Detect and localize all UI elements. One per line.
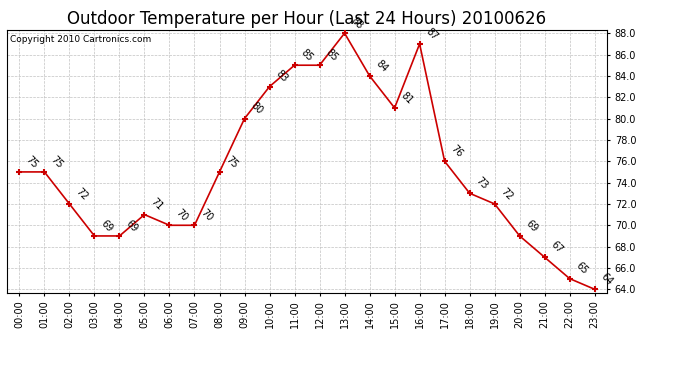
Text: 83: 83 bbox=[274, 69, 289, 84]
Text: 64: 64 bbox=[599, 272, 615, 287]
Text: 88: 88 bbox=[348, 15, 364, 31]
Text: 72: 72 bbox=[74, 186, 90, 202]
Text: Copyright 2010 Cartronics.com: Copyright 2010 Cartronics.com bbox=[10, 35, 151, 44]
Text: 71: 71 bbox=[148, 196, 164, 212]
Text: 69: 69 bbox=[124, 218, 139, 234]
Text: 69: 69 bbox=[524, 218, 540, 234]
Text: 65: 65 bbox=[574, 261, 590, 276]
Text: 81: 81 bbox=[399, 90, 415, 106]
Title: Outdoor Temperature per Hour (Last 24 Hours) 20100626: Outdoor Temperature per Hour (Last 24 Ho… bbox=[68, 10, 546, 28]
Text: 76: 76 bbox=[448, 143, 464, 159]
Text: 72: 72 bbox=[499, 186, 515, 202]
Text: 75: 75 bbox=[224, 154, 239, 170]
Text: 70: 70 bbox=[174, 207, 190, 223]
Text: 73: 73 bbox=[474, 175, 490, 191]
Text: 85: 85 bbox=[324, 47, 339, 63]
Text: 80: 80 bbox=[248, 100, 264, 116]
Text: 87: 87 bbox=[424, 26, 440, 42]
Text: 69: 69 bbox=[99, 218, 115, 234]
Text: 84: 84 bbox=[374, 58, 389, 74]
Text: 75: 75 bbox=[48, 154, 64, 170]
Text: 75: 75 bbox=[23, 154, 39, 170]
Text: 85: 85 bbox=[299, 47, 315, 63]
Text: 67: 67 bbox=[549, 239, 564, 255]
Text: 70: 70 bbox=[199, 207, 215, 223]
